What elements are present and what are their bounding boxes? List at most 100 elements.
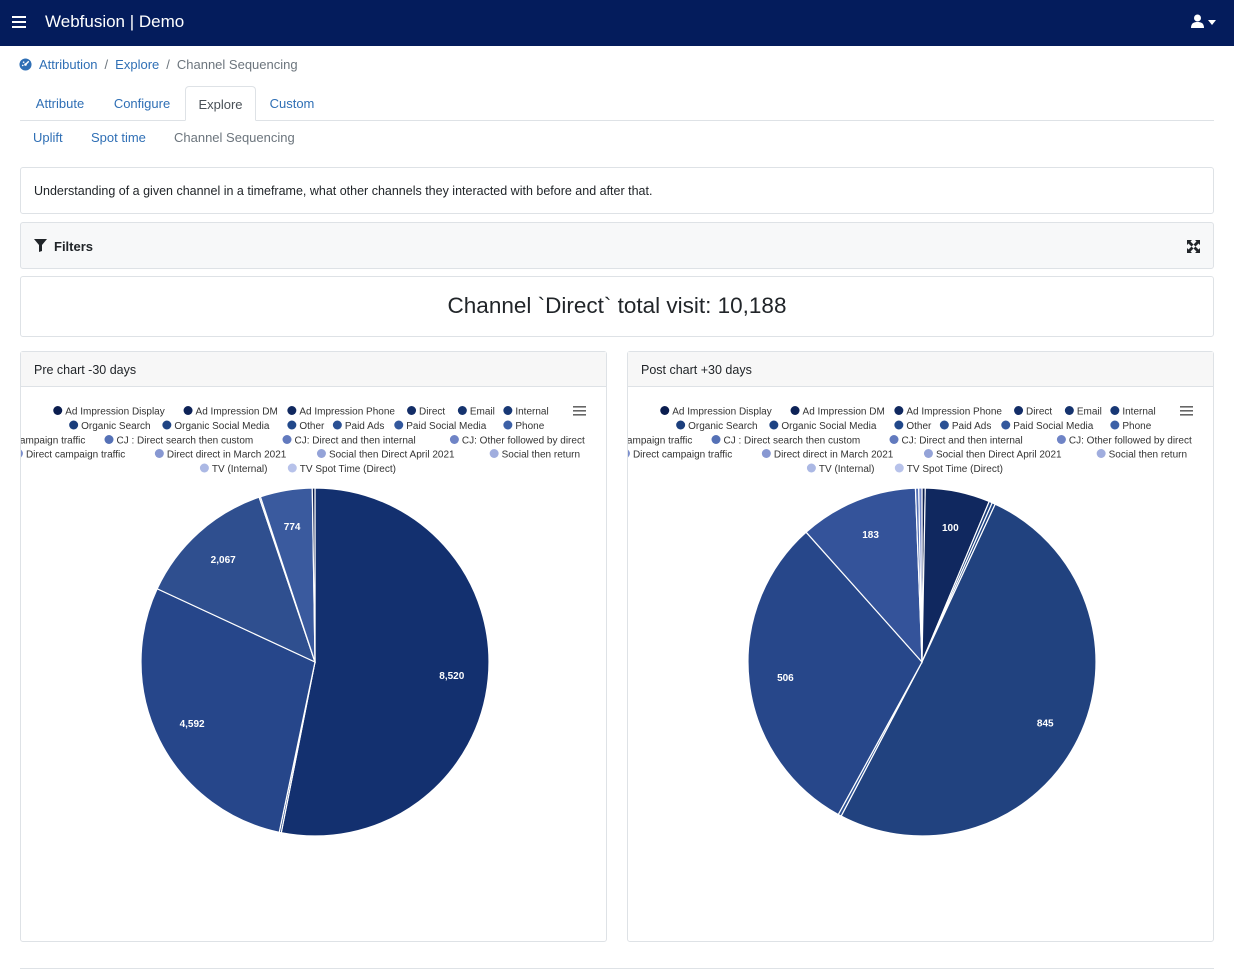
pre-chart-legend-item[interactable]: Ad Impression DM	[183, 406, 278, 418]
post-chart-legend-item[interactable]: CJ: Other followed by direct	[1056, 435, 1192, 447]
app-title[interactable]: Webfusion | Demo	[45, 12, 185, 31]
pre-chart-legend-item[interactable]: TV Spot Time (Direct)	[287, 463, 396, 476]
post-chart-legend-item[interactable]: Ad Impression Display	[660, 406, 772, 418]
pre-chart-legend-item[interactable]: Ad Impression Phone	[287, 406, 395, 418]
hamburger-icon[interactable]	[12, 13, 26, 31]
post-chart-legend-item[interactable]: Email	[1064, 406, 1102, 418]
post-chart-slice[interactable]	[747, 531, 923, 816]
post-chart-legend-item[interactable]: Internal	[1110, 406, 1156, 418]
legend-label: Social then return	[1109, 450, 1187, 461]
post-chart-data-label: 845	[1037, 718, 1054, 729]
post-chart-legend-item[interactable]: Ad Impression DM	[790, 406, 885, 418]
legend-label: CJ : Direct search then custom	[724, 436, 861, 447]
post-chart-legend-item[interactable]: CJ : Direct search then custom	[711, 435, 861, 447]
post-chart-legend-item[interactable]: Paid Social Media	[1001, 420, 1094, 433]
legend-label: Organic Social Media	[781, 421, 876, 432]
pre-chart-legend-item[interactable]: Internal	[503, 406, 549, 418]
description-card: Understanding of a given channel in a ti…	[20, 167, 1214, 214]
legend-label: Direct	[419, 407, 445, 418]
legend-label: Phone	[515, 421, 544, 432]
post-chart-card: Post chart +30 days Ad Impression Displa…	[627, 351, 1214, 942]
post-chart-legend-item[interactable]: TV (Internal)	[806, 463, 875, 476]
post-chart-legend-item[interactable]: Direct direct in March 2021	[761, 449, 894, 461]
footer-divider	[20, 968, 1214, 969]
post-chart-legend-item[interactable]: Campaign traffic	[628, 435, 692, 447]
filters-panel-header[interactable]: Filters	[20, 222, 1214, 269]
post-chart-legend-item[interactable]: TV Spot Time (Direct)	[894, 463, 1003, 476]
post-chart-legend-item[interactable]: Paid Ads	[939, 420, 991, 433]
tab-configure[interactable]: Configure	[113, 96, 171, 111]
legend-label: CJ: Other followed by direct	[462, 436, 585, 447]
page-description: Understanding of a given channel in a ti…	[34, 184, 653, 198]
post-chart-legend-item[interactable]: Ad Impression Phone	[894, 406, 1002, 418]
post-chart-slice[interactable]	[840, 503, 1097, 837]
post-chart-legend-item[interactable]: Organic Search	[676, 420, 758, 433]
legend-symbol	[1014, 406, 1024, 415]
post-chart-slice[interactable]	[805, 487, 923, 664]
post-chart-data-label: 506	[777, 673, 794, 684]
pre-chart-legend-item[interactable]: Direct campaign traffic	[21, 449, 125, 461]
legend-symbol	[806, 463, 816, 473]
pre-chart-pie: Ad Impression Display Ad Impression DM Ad …	[21, 406, 586, 837]
post-chart-legend-item[interactable]: Social then return	[1096, 449, 1187, 461]
post-chart-legend-item[interactable]: Phone	[1110, 420, 1152, 433]
pre-chart-legend-item[interactable]: CJ : Direct search then custom	[104, 435, 254, 447]
subtab-uplift[interactable]: Uplift	[33, 130, 63, 145]
pre-chart-legend-item[interactable]: CJ: Other followed by direct	[449, 435, 585, 447]
pre-chart-legend-item[interactable]: Email	[457, 406, 495, 418]
pre-chart-slice[interactable]	[280, 487, 490, 837]
post-chart-data-label: 183	[862, 530, 879, 541]
legend-symbol	[316, 449, 326, 458]
legend-label: Ad Impression DM	[803, 407, 885, 418]
chart-menu-icon[interactable]	[573, 406, 586, 416]
pre-chart-legend-item[interactable]: Paid Social Media	[394, 420, 487, 433]
post-chart-slice[interactable]	[918, 487, 923, 663]
pre-chart-legend-item[interactable]: Campaign traffic	[21, 435, 85, 447]
pre-chart-legend-item[interactable]: Ad Impression Display	[53, 406, 165, 418]
post-chart-legend-item[interactable]: Other	[894, 420, 932, 433]
pre-chart-legend-item[interactable]: Social then return	[489, 449, 580, 461]
chevron-down-icon	[1208, 19, 1216, 25]
total-visit-title: Channel `Direct` total visit: 10,188	[447, 293, 787, 318]
subtab-channel-sequencing[interactable]: Channel Sequencing	[174, 130, 295, 145]
pre-chart-legend-item[interactable]: CJ: Direct and then internal	[282, 435, 416, 447]
pre-chart-legend-item[interactable]: Phone	[503, 420, 545, 433]
subtab-spot-time[interactable]: Spot time	[91, 130, 146, 145]
pre-chart-legend-item[interactable]: Direct	[407, 406, 445, 418]
breadcrumb-attribution[interactable]: Attribution	[39, 56, 98, 72]
tab-custom[interactable]: Custom	[269, 96, 315, 111]
pre-chart-legend-item[interactable]: TV (Internal)	[199, 463, 268, 476]
legend-label: Paid Ads	[952, 421, 991, 432]
pre-chart-slice[interactable]	[311, 487, 316, 663]
post-chart-legend-item[interactable]: Direct	[1014, 406, 1052, 418]
post-chart-legend-item[interactable]: Organic Social Media	[769, 420, 877, 433]
chart-menu-icon[interactable]	[1180, 406, 1193, 416]
legend-symbol	[660, 406, 670, 415]
pre-chart-slice[interactable]	[156, 496, 317, 664]
user-icon	[1191, 14, 1204, 28]
legend-label: Ad Impression Phone	[299, 407, 395, 418]
legend-symbol	[889, 435, 899, 444]
pre-chart-legend-item[interactable]: Direct direct in March 2021	[154, 449, 287, 461]
legend-symbol	[1110, 420, 1120, 430]
post-chart-legend-item[interactable]: CJ: Direct and then internal	[889, 435, 1023, 447]
legend-symbol	[790, 406, 800, 415]
legend-symbol	[69, 420, 79, 430]
pre-chart-legend-item[interactable]: Social then Direct April 2021	[316, 449, 455, 461]
post-chart-legend-item[interactable]: Social then Direct April 2021	[923, 449, 1062, 461]
expand-icon[interactable]	[1187, 240, 1200, 253]
breadcrumb-explore[interactable]: Explore	[115, 56, 160, 72]
legend-symbol	[503, 406, 513, 415]
pre-chart-legend-item[interactable]: Organic Search	[69, 420, 151, 433]
legend-symbol	[287, 406, 297, 415]
pre-chart-legend-item[interactable]: Other	[287, 420, 325, 433]
legend-symbol	[162, 420, 172, 430]
tab-explore[interactable]: Explore	[185, 86, 256, 121]
tab-attribute[interactable]: Attribute	[35, 96, 85, 111]
post-chart-legend-item[interactable]: Direct campaign traffic	[628, 449, 732, 461]
pre-chart-slice[interactable]	[140, 587, 316, 833]
legend-symbol	[457, 406, 467, 415]
user-menu[interactable]	[1191, 14, 1216, 28]
pre-chart-legend-item[interactable]: Paid Ads	[332, 420, 384, 433]
pre-chart-legend-item[interactable]: Organic Social Media	[162, 420, 270, 433]
